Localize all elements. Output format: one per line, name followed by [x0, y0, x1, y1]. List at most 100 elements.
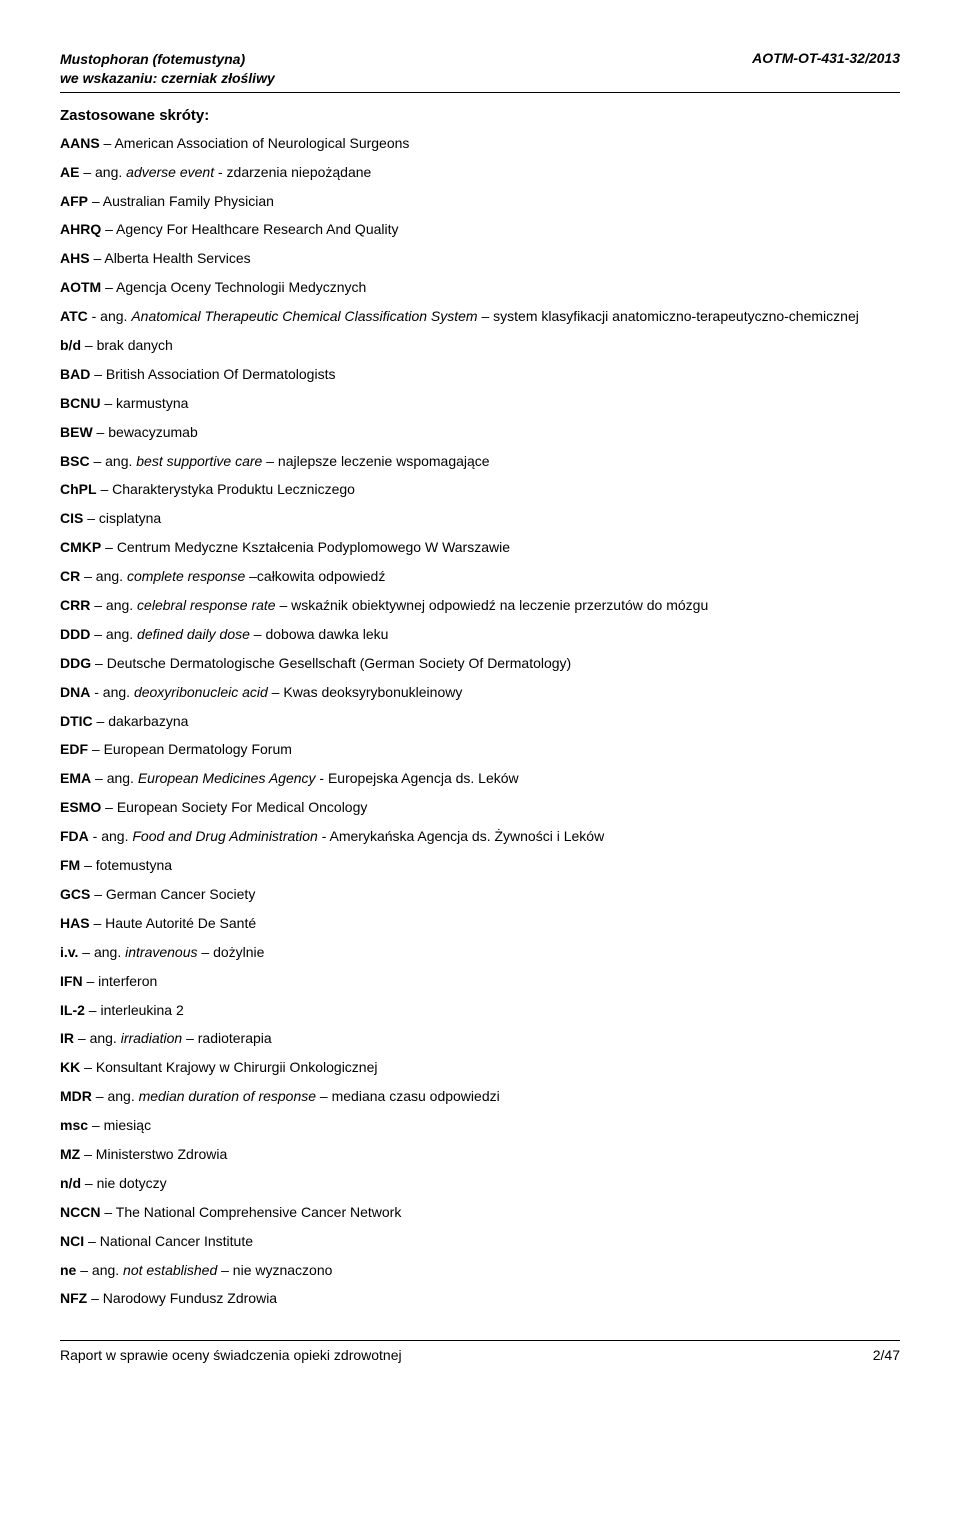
abbr-entry: i.v. – ang. intravenous – dożylnie: [60, 943, 900, 962]
abbr-entry: ESMO – European Society For Medical Onco…: [60, 798, 900, 817]
abbr-tail: – najlepsze leczenie wspomagające: [262, 453, 489, 469]
abbr-tail: – radioterapia: [182, 1030, 272, 1046]
abbr-sep: –: [100, 395, 116, 411]
page-header: Mustophoran (fotemustyna) we wskazaniu: …: [60, 50, 900, 88]
abbr-entry: NCCN – The National Comprehensive Cancer…: [60, 1203, 900, 1222]
abbr-sep: –: [80, 857, 96, 873]
abbr-sep: –: [90, 250, 105, 266]
abbr-tail: – mediana czasu odpowiedzi: [316, 1088, 500, 1104]
abbr-term: CR: [60, 568, 80, 584]
abbr-entry: AE – ang. adverse event - zdarzenia niep…: [60, 163, 900, 182]
abbr-def: European Society For Medical Oncology: [117, 799, 368, 815]
abbr-term: IL-2: [60, 1002, 85, 1018]
abbr-sep: –: [101, 279, 116, 295]
section-title: Zastosowane skróty:: [60, 107, 900, 124]
abbr-sep: – ang.: [76, 1262, 123, 1278]
abbr-entry: AOTM – Agencja Oceny Technologii Medyczn…: [60, 278, 900, 297]
abbr-entry: EDF – European Dermatology Forum: [60, 740, 900, 759]
abbr-entry: DNA - ang. deoxyribonucleic acid – Kwas …: [60, 683, 900, 702]
abbr-sep: – ang.: [92, 1088, 139, 1104]
abbr-source: Food and Drug Administration: [132, 828, 317, 844]
abbr-def: German Cancer Society: [106, 886, 255, 902]
abbr-def: miesiąc: [104, 1117, 151, 1133]
abbr-entry: MZ – Ministerstwo Zdrowia: [60, 1145, 900, 1164]
abbr-entry: ATC - ang. Anatomical Therapeutic Chemic…: [60, 307, 900, 326]
abbr-sep: –: [101, 799, 117, 815]
abbr-entry: CR – ang. complete response –całkowita o…: [60, 567, 900, 586]
abbr-tail: - Amerykańska Agencja ds. Żywności i Lek…: [318, 828, 604, 844]
abbr-sep: –: [90, 366, 106, 382]
abbreviations-list: AANS – American Association of Neurologi…: [60, 134, 900, 1309]
abbr-source: celebral response rate: [137, 597, 276, 613]
abbr-term: IFN: [60, 973, 83, 989]
abbr-entry: BEW – bewacyzumab: [60, 423, 900, 442]
abbr-entry: IL-2 – interleukina 2: [60, 1001, 900, 1020]
abbr-term: DDG: [60, 655, 91, 671]
abbr-entry: DDG – Deutsche Dermatologische Gesellsch…: [60, 654, 900, 673]
abbr-entry: IR – ang. irradiation – radioterapia: [60, 1029, 900, 1048]
abbr-source: intravenous: [125, 944, 197, 960]
abbr-entry: ChPL – Charakterystyka Produktu Lecznicz…: [60, 480, 900, 499]
footer-left: Raport w sprawie oceny świadczenia opiek…: [60, 1347, 402, 1363]
abbr-entry: GCS – German Cancer Society: [60, 885, 900, 904]
abbr-sep: –: [80, 1146, 96, 1162]
abbr-sep: – ang.: [90, 453, 137, 469]
abbr-sep: –: [90, 915, 106, 931]
abbr-def: Australian Family Physician: [103, 193, 274, 209]
abbr-entry: EMA – ang. European Medicines Agency - E…: [60, 769, 900, 788]
abbr-entry: BCNU – karmustyna: [60, 394, 900, 413]
abbr-term: NCCN: [60, 1204, 100, 1220]
abbr-def: American Association of Neurological Sur…: [114, 135, 409, 151]
abbr-sep: –: [87, 1290, 103, 1306]
abbr-def: Agency For Healthcare Research And Quali…: [116, 221, 398, 237]
abbr-sep: –: [93, 713, 109, 729]
abbr-term: AOTM: [60, 279, 101, 295]
abbr-entry: AANS – American Association of Neurologi…: [60, 134, 900, 153]
abbr-def: cisplatyna: [99, 510, 161, 526]
abbr-term: ESMO: [60, 799, 101, 815]
abbr-tail: – dożylnie: [198, 944, 265, 960]
abbr-term: AANS: [60, 135, 100, 151]
header-title-line2: we wskazaniu: czerniak złośliwy: [60, 70, 275, 86]
abbr-term: NFZ: [60, 1290, 87, 1306]
abbr-def: Alberta Health Services: [104, 250, 250, 266]
abbr-term: BCNU: [60, 395, 100, 411]
abbr-source: irradiation: [121, 1030, 182, 1046]
abbr-term: ne: [60, 1262, 76, 1278]
abbr-tail: – nie wyznaczono: [217, 1262, 332, 1278]
abbr-entry: CIS – cisplatyna: [60, 509, 900, 528]
abbr-sep: - ang.: [90, 684, 134, 700]
abbr-sep: –: [93, 424, 109, 440]
abbr-term: AFP: [60, 193, 88, 209]
abbr-def: fotemustyna: [96, 857, 172, 873]
header-doc-ref: AOTM-OT-431-32/2013: [752, 50, 900, 66]
abbr-term: AHRQ: [60, 221, 101, 237]
abbr-entry: BSC – ang. best supportive care – najlep…: [60, 452, 900, 471]
abbr-sep: –: [90, 886, 106, 902]
abbr-term: EDF: [60, 741, 88, 757]
abbr-term: MDR: [60, 1088, 92, 1104]
abbr-term: MZ: [60, 1146, 80, 1162]
abbr-sep: –: [88, 193, 103, 209]
abbr-term: i.v.: [60, 944, 78, 960]
abbr-term: CIS: [60, 510, 83, 526]
abbr-entry: AFP – Australian Family Physician: [60, 192, 900, 211]
abbr-sep: – ang.: [90, 597, 137, 613]
abbr-entry: AHRQ – Agency For Healthcare Research An…: [60, 220, 900, 239]
abbr-entry: KK – Konsultant Krajowy w Chirurgii Onko…: [60, 1058, 900, 1077]
abbr-term: AE: [60, 164, 79, 180]
abbr-term: BAD: [60, 366, 90, 382]
abbr-def: British Association Of Dermatologists: [106, 366, 336, 382]
abbr-sep: – ang.: [74, 1030, 121, 1046]
abbr-entry: msc – miesiąc: [60, 1116, 900, 1135]
abbr-def: karmustyna: [116, 395, 188, 411]
abbr-sep: –: [100, 1204, 115, 1220]
abbr-sep: –: [80, 1059, 96, 1075]
abbr-sep: –: [91, 655, 107, 671]
abbr-def: Deutsche Dermatologische Gesellschaft (G…: [107, 655, 572, 671]
abbr-sep: –: [81, 1175, 97, 1191]
abbr-source: defined daily dose: [137, 626, 250, 642]
abbr-def: brak danych: [97, 337, 173, 353]
abbr-entry: IFN – interferon: [60, 972, 900, 991]
abbr-term: DTIC: [60, 713, 93, 729]
